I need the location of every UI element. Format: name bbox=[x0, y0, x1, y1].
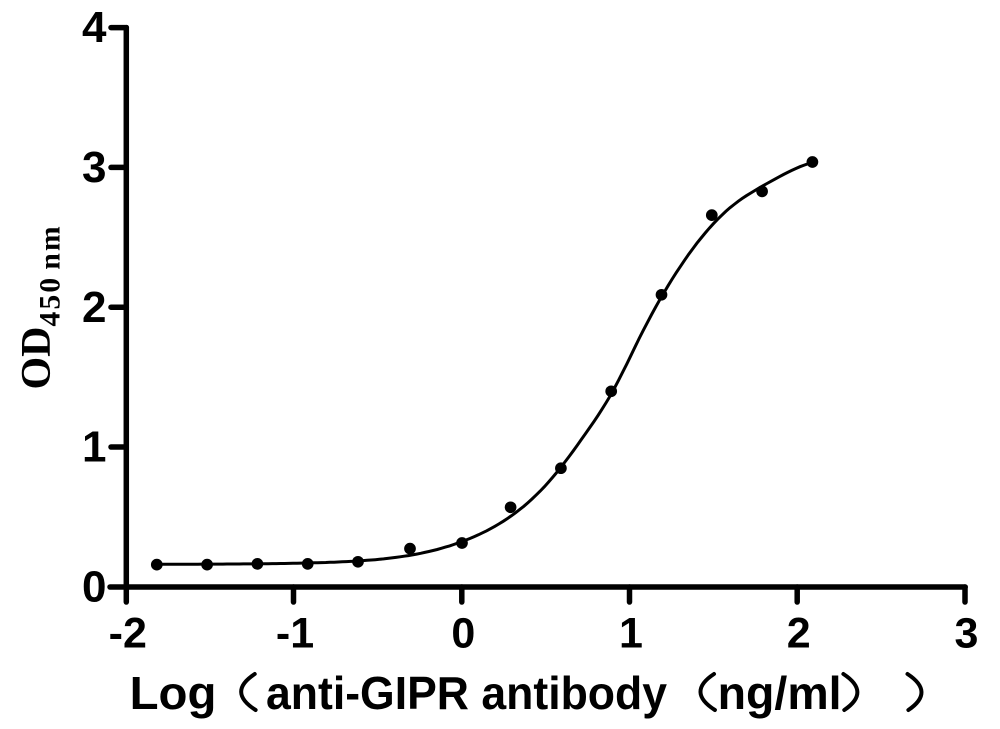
svg-text:Log: Log bbox=[130, 667, 217, 719]
svg-text:2: 2 bbox=[787, 610, 811, 658]
svg-text:2: 2 bbox=[82, 283, 106, 332]
svg-text:3: 3 bbox=[82, 143, 106, 192]
svg-text:1: 1 bbox=[82, 423, 106, 472]
svg-text:anti-GIPR antibody: anti-GIPR antibody bbox=[266, 667, 667, 719]
svg-text:-1: -1 bbox=[276, 610, 314, 658]
svg-text:1: 1 bbox=[619, 610, 643, 658]
svg-text:-2: -2 bbox=[109, 610, 147, 658]
svg-text:3: 3 bbox=[955, 610, 979, 658]
svg-text:0: 0 bbox=[451, 610, 475, 658]
svg-text:4: 4 bbox=[82, 3, 107, 52]
svg-text:0: 0 bbox=[82, 562, 106, 611]
svg-text:ng/ml: ng/ml bbox=[718, 667, 842, 719]
